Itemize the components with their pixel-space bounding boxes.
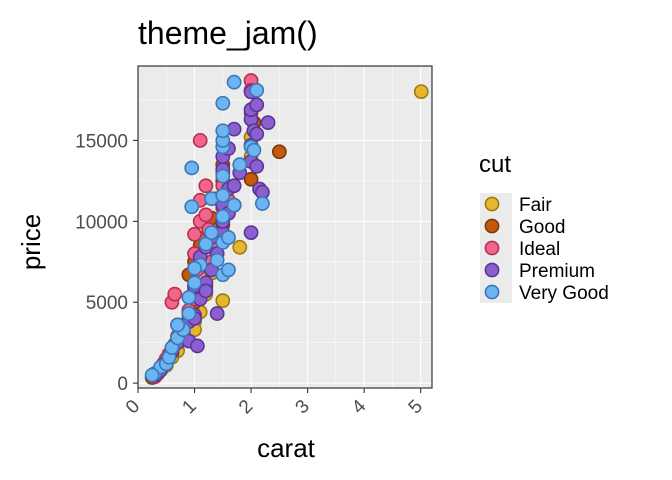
data-point-very-good — [226, 74, 242, 90]
data-point-very-good — [181, 289, 197, 305]
data-point-fair — [413, 84, 429, 99]
data-point-very-good — [221, 230, 236, 245]
legend-label: Ideal — [519, 239, 560, 260]
x-tick-label: 2 — [235, 396, 257, 418]
y-axis-ticks: 0 5000 10000 15000 — [75, 131, 138, 395]
legend-key — [484, 262, 500, 278]
data-point-premium — [260, 115, 276, 131]
data-point-ideal — [187, 226, 202, 242]
legend-label: Premium — [519, 261, 595, 282]
data-point-good — [243, 171, 259, 187]
data-point-very-good — [181, 306, 197, 321]
data-point-ideal — [198, 207, 214, 223]
x-tick-label: 3 — [292, 396, 314, 418]
x-tick-label: 4 — [348, 396, 371, 419]
legend-key — [484, 196, 500, 212]
data-point-very-good — [246, 142, 262, 158]
data-point-very-good — [215, 123, 231, 139]
x-tick-label: 5 — [405, 396, 427, 418]
data-point-very-good — [187, 275, 202, 291]
data-point-premium — [249, 126, 265, 142]
data-point-fair — [215, 293, 231, 309]
data-point-very-good — [209, 252, 225, 268]
data-point-very-good — [254, 196, 270, 211]
data-point-premium — [249, 97, 265, 113]
legend-title: cut — [479, 151, 511, 178]
data-point-premium — [243, 225, 259, 241]
data-point-very-good — [249, 82, 265, 98]
data-point-premium — [226, 178, 242, 194]
data-point-very-good — [204, 225, 219, 241]
data-point-premium — [198, 283, 214, 299]
legend-label: Very Good — [519, 283, 609, 304]
data-point-ideal — [192, 133, 208, 148]
x-axis-title: carat — [257, 433, 316, 463]
x-tick-label: 0 — [122, 396, 144, 418]
chart-title: theme_jam() — [138, 15, 318, 51]
data-point-premium — [249, 158, 265, 174]
data-point-very-good — [232, 157, 248, 173]
data-point-premium — [209, 306, 225, 321]
data-point-premium — [189, 338, 205, 354]
y-tick-label: 5000 — [86, 293, 128, 314]
data-point-good — [271, 144, 287, 160]
data-point-very-good — [221, 262, 236, 278]
legend-key — [484, 218, 500, 234]
y-axis-title: price — [16, 214, 46, 270]
panel-frame — [137, 65, 433, 389]
legend-label: Good — [519, 217, 565, 238]
data-point-ideal — [167, 286, 183, 302]
data-point-very-good — [215, 95, 231, 111]
legend-label: Fair — [519, 195, 552, 216]
data-point-very-good — [215, 209, 231, 224]
data-point-very-good — [215, 168, 231, 184]
data-point-very-good — [144, 367, 160, 383]
data-point-very-good — [226, 197, 242, 213]
panel-border — [137, 65, 433, 389]
legend-key — [484, 284, 500, 300]
x-axis-ticks: 0 1 2 3 4 5 — [122, 388, 427, 418]
data-point-very-good — [187, 260, 202, 276]
data-point-very-good — [170, 317, 185, 333]
y-tick-label: 15000 — [75, 131, 128, 152]
data-points — [144, 73, 429, 385]
data-point-ideal — [198, 178, 214, 194]
y-tick-label: 10000 — [75, 212, 128, 233]
x-tick-label: 1 — [178, 396, 200, 418]
data-point-very-good — [184, 160, 200, 176]
data-point-very-good — [215, 188, 231, 203]
legend-key — [484, 240, 500, 256]
data-point-very-good — [184, 199, 200, 215]
data-point-fair — [232, 239, 248, 255]
y-tick-label: 0 — [117, 374, 128, 395]
